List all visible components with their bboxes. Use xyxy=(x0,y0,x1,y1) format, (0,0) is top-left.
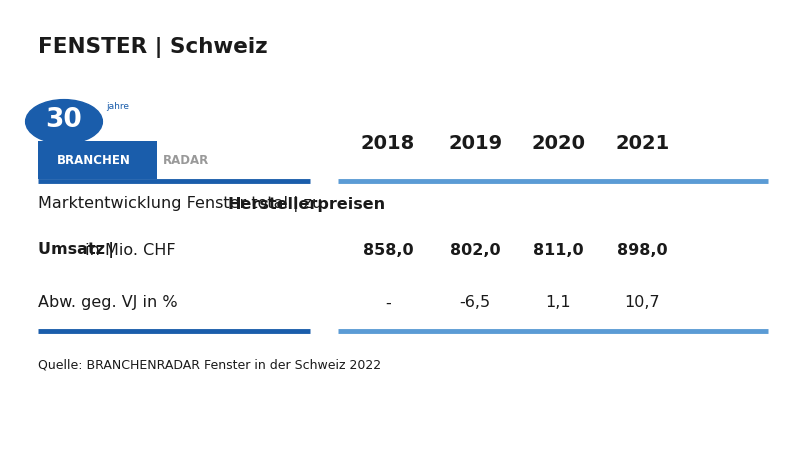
Text: Marktentwicklung Fenster total | zu: Marktentwicklung Fenster total | zu xyxy=(38,196,328,212)
Text: BRANCHEN: BRANCHEN xyxy=(57,154,131,167)
Text: in Mio. CHF: in Mio. CHF xyxy=(80,243,176,257)
Text: FENSTER | Schweiz: FENSTER | Schweiz xyxy=(38,37,268,58)
Text: 10,7: 10,7 xyxy=(625,296,660,310)
Text: -: - xyxy=(385,296,391,310)
Text: Quelle: BRANCHENRADAR Fenster in der Schweiz 2022: Quelle: BRANCHENRADAR Fenster in der Sch… xyxy=(38,358,382,371)
Circle shape xyxy=(26,100,102,144)
Text: 2020: 2020 xyxy=(531,134,586,153)
Text: Abw. geg. VJ in %: Abw. geg. VJ in % xyxy=(38,296,178,310)
Text: 2018: 2018 xyxy=(361,134,415,153)
Text: 858,0: 858,0 xyxy=(362,243,414,257)
Text: RADAR: RADAR xyxy=(163,154,210,167)
Text: 2019: 2019 xyxy=(448,134,502,153)
Text: 30: 30 xyxy=(46,107,82,133)
FancyBboxPatch shape xyxy=(38,141,157,179)
Text: Herstellerpreisen: Herstellerpreisen xyxy=(227,197,385,212)
Text: -6,5: -6,5 xyxy=(460,296,490,310)
Text: jahre: jahre xyxy=(106,102,130,111)
Text: Umsatz |: Umsatz | xyxy=(38,242,114,258)
Text: 1,1: 1,1 xyxy=(546,296,571,310)
Text: 811,0: 811,0 xyxy=(533,243,584,257)
Text: 802,0: 802,0 xyxy=(450,243,501,257)
Text: 2021: 2021 xyxy=(615,134,670,153)
Text: 898,0: 898,0 xyxy=(617,243,668,257)
